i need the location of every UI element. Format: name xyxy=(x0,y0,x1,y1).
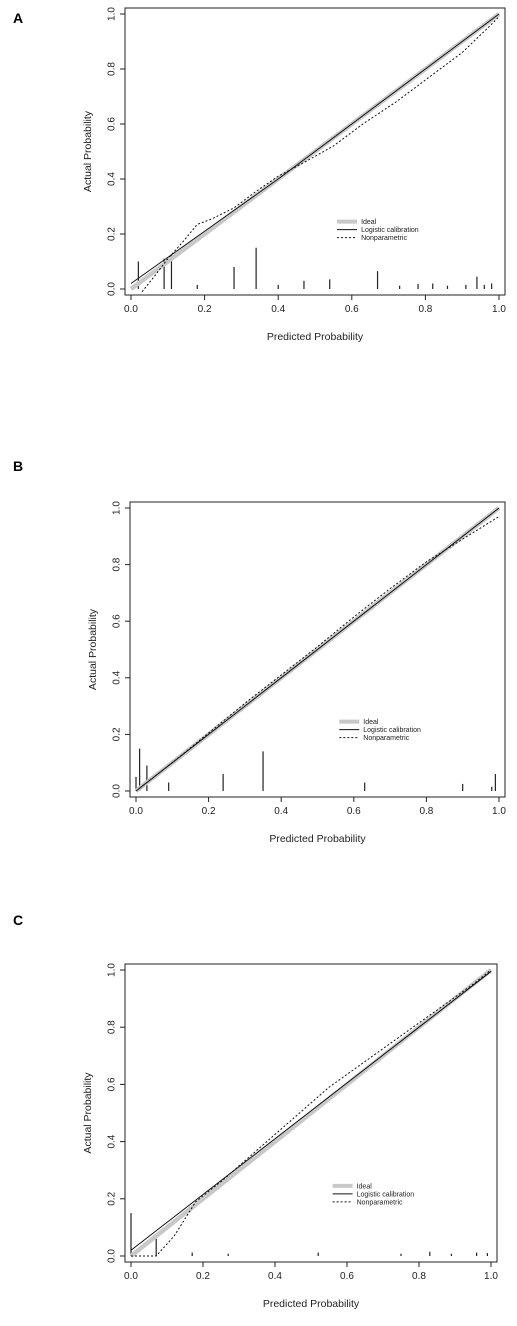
chart-b-legend-label: Nonparametric xyxy=(363,735,409,742)
chart-b-x-tick-label: 0.4 xyxy=(274,806,288,817)
chart-c-x-axis-title: Predicted Probability xyxy=(263,1298,360,1310)
calibration-chart-c: 0.0 0.2 0.4 0.6 0.8 1.0 0.0 0.2 0.4 0.6 0.8 1.0 Pred… xyxy=(82,963,499,1310)
chart-c-x-tick-label: 0.0 xyxy=(124,1271,138,1282)
chart-a-y-tick-label: 0.4 xyxy=(107,172,118,186)
chart-a-y-axis-title: Actual Probability xyxy=(82,110,94,192)
chart-b-x-tick-label: 1.0 xyxy=(492,806,506,817)
chart-a-legend-label: Logistic calibration xyxy=(361,227,419,234)
chart-b-x-tick-label: 0.0 xyxy=(129,806,143,817)
chart-b-plot-frame xyxy=(129,501,506,798)
chart-c-x-tick-label: 0.6 xyxy=(340,1271,354,1282)
chart-c-y-tick-label: 0.8 xyxy=(107,1020,118,1034)
chart-a-x-tick-label: 0.0 xyxy=(124,304,138,315)
chart-a-x-tick-label: 0.6 xyxy=(345,304,359,315)
chart-b-series-logistic-calibration xyxy=(135,507,500,792)
chart-c-legend-label: Nonparametric xyxy=(357,1199,403,1206)
chart-a-legend-label: Ideal xyxy=(361,219,377,226)
chart-b-y-axis-title: Actual Probability xyxy=(87,608,99,690)
calibration-chart-a: 0.0 0.2 0.4 0.6 0.8 1.0 0.0 0.2 0.4 0.6 0.8 1.0 Pred… xyxy=(82,7,507,343)
chart-b-x-tick-label: 0.6 xyxy=(347,806,361,817)
chart-a-x-tick-label: 1.0 xyxy=(492,304,506,315)
chart-c-y-tick-label: 0.2 xyxy=(107,1191,118,1205)
chart-a-series-nonparametric xyxy=(141,16,500,293)
chart-b-y-tick-label: 0.6 xyxy=(112,614,123,628)
chart-c-x-tick-label: 0.8 xyxy=(412,1271,426,1282)
calibration-chart-b: 0.0 0.2 0.4 0.6 0.8 1.0 0.0 0.2 0.4 0.6 0.8 1.0 Pred… xyxy=(87,501,507,845)
chart-c-x-tick-label: 0.4 xyxy=(268,1271,282,1282)
chart-b-legend-label: Ideal xyxy=(363,719,379,726)
chart-c-y-axis-title: Actual Probability xyxy=(82,1072,94,1154)
chart-a-x-axis-title: Predicted Probability xyxy=(267,331,364,343)
chart-b-series-nonparametric xyxy=(139,516,500,789)
chart-b-x-axis-title: Predicted Probability xyxy=(269,833,366,845)
chart-a-y-tick-label: 0.6 xyxy=(107,117,118,131)
chart-b-y-tick-label: 1.0 xyxy=(112,501,123,515)
chart-c-series-logistic-calibration xyxy=(130,971,492,1251)
chart-a-plot-frame xyxy=(124,7,506,296)
chart-c-y-tick-label: 1.0 xyxy=(107,963,118,977)
chart-b-x-tick-label: 0.2 xyxy=(202,806,216,817)
chart-a-x-tick-label: 0.8 xyxy=(418,304,432,315)
chart-a-series-logistic-calibration xyxy=(130,13,500,284)
chart-a-y-tick-label: 0.2 xyxy=(107,227,118,241)
panel-label-c: C xyxy=(13,912,24,928)
chart-c-series-nonparametric xyxy=(131,969,492,1257)
chart-b-legend-label: Logistic calibration xyxy=(363,727,421,734)
chart-b-y-tick-label: 0.8 xyxy=(112,557,123,571)
chart-b-x-tick-label: 0.8 xyxy=(419,806,433,817)
chart-a-y-tick-label: 0.8 xyxy=(107,62,118,76)
chart-b-y-tick-label: 0.4 xyxy=(112,670,123,684)
panel-label-a: A xyxy=(13,10,24,26)
chart-c-y-tick-label: 0.6 xyxy=(107,1077,118,1091)
chart-c-legend-label: Ideal xyxy=(357,1183,373,1190)
panel-label-b: B xyxy=(13,458,24,474)
calibration-panel-a: A 0.0 0.2 0.4 0.6 0.8 1.0 0.0 0.2 0.4 0.6 0.8 1.0 Pr… xyxy=(0,0,517,440)
chart-c-legend-label: Logistic calibration xyxy=(357,1191,415,1198)
chart-c-x-tick-label: 0.2 xyxy=(196,1271,210,1282)
chart-b-y-tick-label: 0.2 xyxy=(112,727,123,741)
chart-a-x-tick-label: 0.2 xyxy=(198,304,212,315)
chart-c-x-tick-label: 1.0 xyxy=(484,1271,498,1282)
chart-a-x-tick-label: 0.4 xyxy=(271,304,285,315)
calibration-panel-b: B 0.0 0.2 0.4 0.6 0.8 1.0 0.0 0.2 0.4 0.6 0.8 1.0 Pr… xyxy=(0,440,517,880)
chart-c-plot-frame xyxy=(124,963,498,1263)
chart-a-y-tick-label: 0.0 xyxy=(107,282,118,296)
chart-b-y-tick-label: 0.0 xyxy=(112,784,123,798)
calibration-panel-c: C 0.0 0.2 0.4 0.6 0.8 1.0 0.0 0.2 0.4 0.6 0.8 1.0 Pr… xyxy=(0,880,517,1326)
chart-c-y-tick-label: 0.4 xyxy=(107,1134,118,1148)
chart-c-y-tick-label: 0.0 xyxy=(107,1249,118,1263)
chart-a-legend-label: Nonparametric xyxy=(361,235,407,242)
chart-a-y-tick-label: 1.0 xyxy=(107,7,118,21)
